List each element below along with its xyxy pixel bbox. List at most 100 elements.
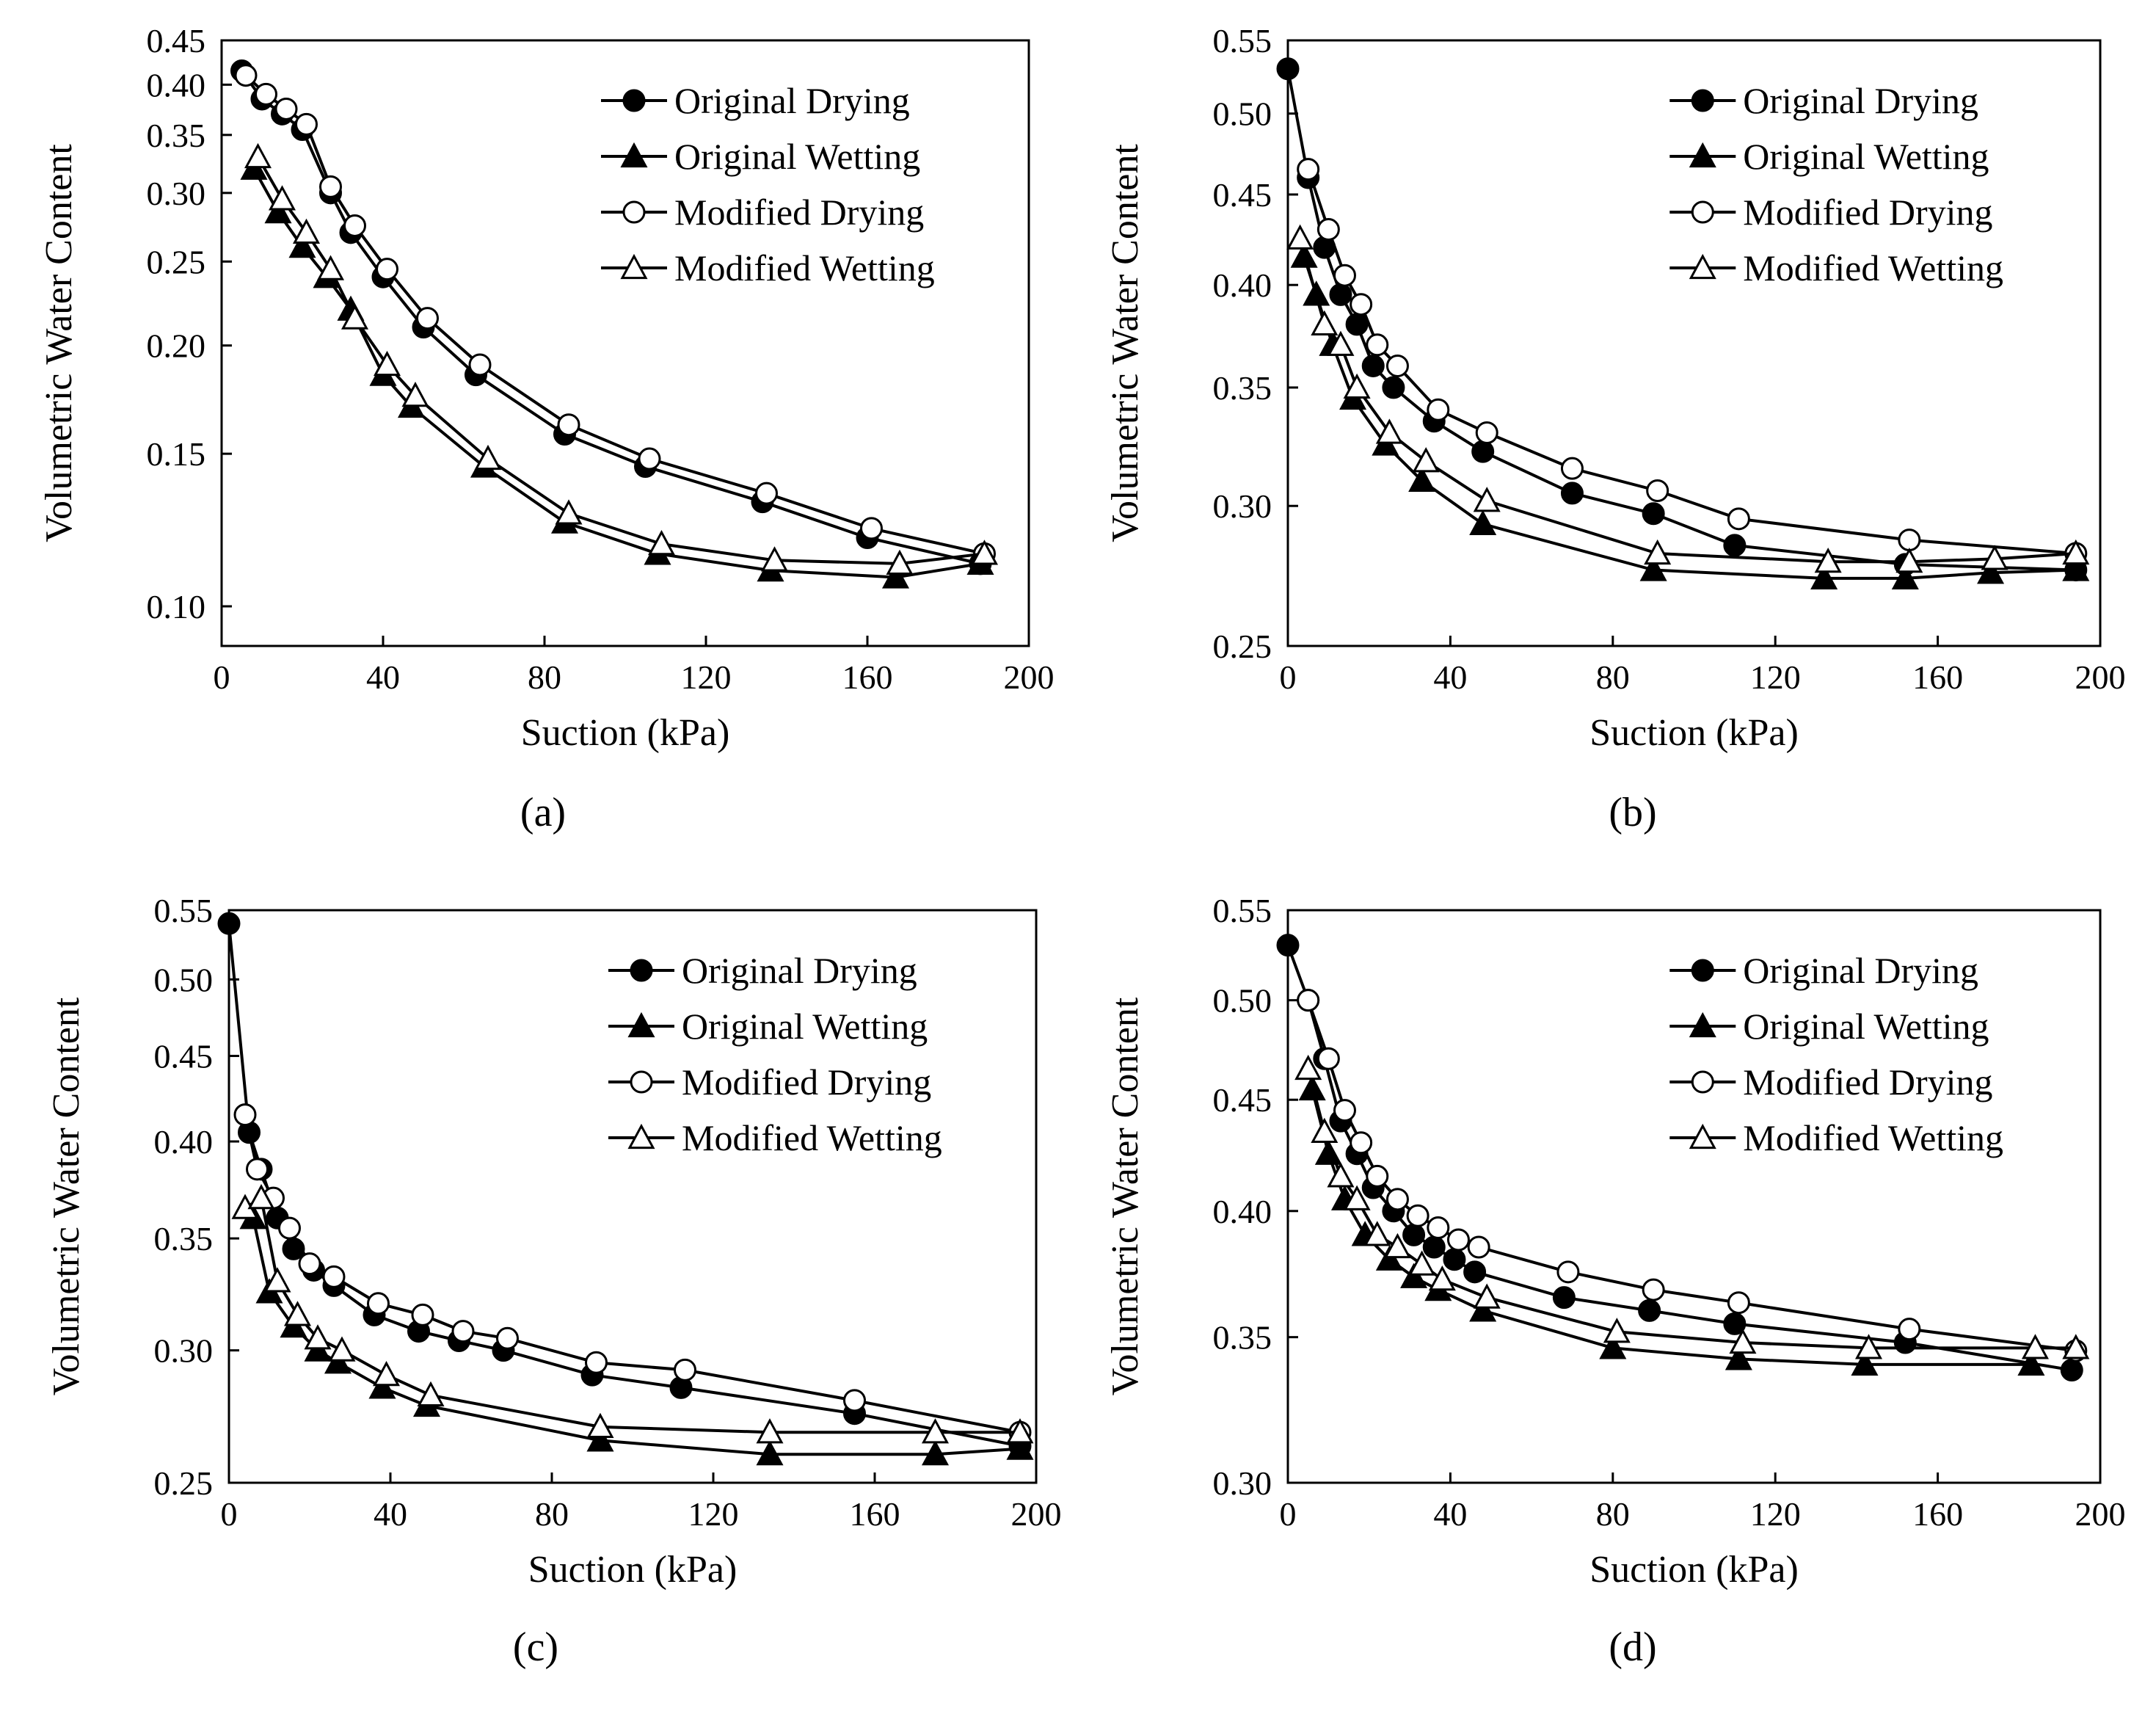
- x-tick-label: 0: [1280, 1495, 1297, 1533]
- data-point-modified-wetting: [1428, 1265, 1456, 1291]
- series-modified-wetting: [244, 142, 999, 575]
- data-point-modified-wetting: [1729, 1328, 1757, 1354]
- plot-frame: [1286, 909, 2102, 1484]
- y-tick-label: 0.15: [147, 435, 206, 473]
- x-tick-label: 40: [374, 1495, 407, 1533]
- data-point-original-wetting: [1375, 1245, 1403, 1271]
- data-point-modified-wetting: [328, 1336, 356, 1362]
- legend-marker-modified-wetting: [627, 1123, 655, 1150]
- data-point-modified-drying: [451, 1320, 475, 1343]
- data-point-modified-drying: [1385, 1188, 1409, 1211]
- data-point-modified-drying: [1427, 398, 1450, 421]
- legend-label: Modified Wetting: [1743, 247, 2003, 288]
- x-tick-label: 120: [1750, 1495, 1801, 1533]
- data-point-modified-drying: [674, 1358, 696, 1381]
- y-tick-label: 0.50: [1213, 982, 1272, 1020]
- x-axis-title: Suction (kPa): [521, 712, 730, 754]
- legend-marker-original-drying: [622, 89, 646, 112]
- panel-d: 0 40 80 120 160 200 0.30 0.35 0.40 0.45 0.50 0.55 Su…: [1104, 892, 2126, 1670]
- x-tick-label: 40: [1433, 1495, 1467, 1533]
- data-point-modified-drying: [298, 1252, 321, 1276]
- data-point-modified-drying: [638, 447, 661, 471]
- legend-marker-modified-wetting: [1689, 253, 1716, 280]
- y-tick-label: 0.30: [154, 1332, 214, 1370]
- data-point-modified-drying: [1727, 1291, 1750, 1315]
- x-tick-label: 160: [842, 658, 893, 696]
- data-point-modified-drying: [1556, 1260, 1580, 1284]
- legend-label: Original Wetting: [682, 1006, 928, 1047]
- series-line-original-drying: [1286, 945, 2072, 1372]
- data-point-modified-drying: [367, 1292, 390, 1315]
- data-point-original-wetting: [2062, 556, 2090, 581]
- y-tick-label: 0.35: [1213, 1319, 1272, 1357]
- data-point-modified-wetting: [1814, 548, 1842, 573]
- data-point-modified-drying: [1297, 989, 1320, 1012]
- data-point-modified-wetting: [247, 1184, 275, 1210]
- series-line-modified-wetting: [244, 1196, 1020, 1434]
- data-point-original-wetting: [1810, 564, 1838, 590]
- data-point-original-wetting: [2017, 1350, 2045, 1376]
- data-point-original-wetting: [264, 197, 292, 224]
- data-point-original-drying: [1361, 354, 1385, 377]
- data-point-modified-wetting: [1383, 1232, 1411, 1259]
- data-point-modified-drying: [1646, 479, 1669, 503]
- y-tick-label: 0.55: [1213, 892, 1272, 929]
- data-point-modified-drying: [246, 1158, 269, 1181]
- series-original-wetting: [1298, 1075, 2045, 1376]
- data-point-modified-drying: [1316, 1047, 1340, 1070]
- data-point-modified-wetting: [268, 185, 296, 211]
- y-tick-label: 0.50: [1213, 95, 1272, 133]
- y-axis-title: Volumetric Water Content: [1104, 997, 1146, 1395]
- y-tick-label: 0.55: [154, 892, 214, 929]
- panel-b: 0 40 80 120 160 200 0.25 0.30 0.35 0.40 0.45 0.50 0.…: [1104, 22, 2126, 835]
- x-tick-label: 160: [850, 1495, 900, 1533]
- y-axis-title: Volumetric Water Content: [1104, 144, 1146, 542]
- legend: Original Drying Original Wetting Modified …: [1669, 80, 2003, 288]
- y-tick-label: 0.30: [1213, 1464, 1272, 1502]
- series-original-wetting: [1290, 242, 2090, 590]
- x-tick-label: 200: [2075, 1495, 2126, 1533]
- data-point-modified-wetting: [1363, 1221, 1391, 1246]
- data-point-original-drying: [1345, 313, 1369, 336]
- data-point-modified-drying: [1727, 507, 1750, 531]
- data-point-modified-drying: [1467, 1235, 1490, 1259]
- series-modified-drying: [1297, 158, 2088, 565]
- series-modified-wetting: [1286, 224, 2090, 573]
- panel-c: 0 40 80 120 160 200 0.25 0.30 0.35 0.40 0.45 0.50 0.…: [45, 892, 1062, 1670]
- data-point-modified-drying: [1475, 421, 1498, 445]
- data-point-modified-wetting: [2021, 1334, 2049, 1359]
- legend-label: Modified Drying: [674, 192, 924, 233]
- legend-label: Original Drying: [674, 80, 910, 121]
- y-tick-label: 0.40: [154, 1123, 214, 1161]
- data-point-original-wetting: [304, 1336, 332, 1362]
- x-tick-label: 0: [214, 658, 230, 696]
- data-point-modified-wetting: [283, 1301, 312, 1326]
- panel-label: (a): [520, 790, 566, 835]
- data-point-modified-drying: [411, 1303, 434, 1326]
- y-tick-label: 0.30: [147, 175, 206, 212]
- data-point-original-wetting: [1891, 564, 1919, 590]
- data-point-modified-wetting: [292, 218, 321, 244]
- series-modified-drying: [234, 64, 996, 565]
- data-point-modified-drying: [1898, 1318, 1921, 1341]
- y-tick-label: 0.35: [154, 1220, 214, 1257]
- data-point-original-drying: [1560, 482, 1584, 505]
- data-point-modified-wetting: [1286, 224, 1314, 250]
- data-point-modified-drying: [1297, 158, 1320, 181]
- data-point-original-wetting: [1599, 1334, 1627, 1359]
- x-tick-label: 0: [1280, 658, 1297, 696]
- data-point-original-drying: [1276, 934, 1300, 957]
- legend-label: Modified Wetting: [674, 247, 935, 288]
- data-point-original-wetting: [586, 1426, 614, 1452]
- data-point-original-wetting: [368, 1373, 396, 1399]
- data-point-modified-wetting: [1311, 310, 1339, 335]
- x-tick-label: 40: [1433, 658, 1467, 696]
- data-point-modified-wetting: [1327, 1162, 1355, 1188]
- legend-label: Original Wetting: [1743, 1006, 1989, 1047]
- data-point-modified-drying: [319, 175, 342, 198]
- data-point-modified-drying: [755, 482, 778, 505]
- data-point-modified-drying: [1350, 1131, 1373, 1155]
- legend-label: Original Wetting: [674, 136, 920, 177]
- y-tick-label: 0.40: [1213, 266, 1272, 304]
- data-point-original-drying: [1552, 1286, 1576, 1310]
